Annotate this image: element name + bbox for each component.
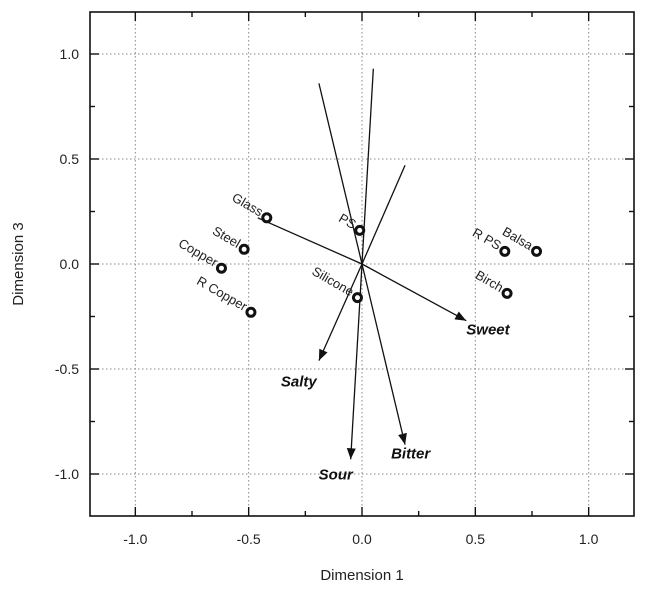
y-tick-label: 0.0 — [60, 256, 80, 272]
vector-arrowhead — [398, 432, 407, 445]
vector-arrowhead — [318, 348, 328, 361]
vector-sweet — [361, 263, 467, 322]
x-tick-label: 0.0 — [352, 531, 372, 547]
vector-label-salty: Salty — [281, 374, 318, 391]
point-steel — [238, 243, 250, 255]
x-tick-label: -0.5 — [237, 531, 261, 547]
point-label: Birch — [473, 267, 506, 295]
vector-unlabeled — [361, 165, 406, 265]
point-label: R Copper — [194, 273, 250, 314]
vector-arrowhead — [454, 311, 467, 321]
vector-label-bitter: Bitter — [391, 446, 431, 463]
point-label: Steel — [210, 223, 243, 251]
sample-points — [215, 212, 543, 318]
vector-bitter — [361, 263, 406, 445]
point-label: Glass — [230, 190, 267, 220]
vector-salty — [318, 263, 363, 361]
point-glass — [261, 212, 273, 224]
point-label: Silicone — [310, 263, 357, 299]
vector-label-sweet: Sweet — [466, 322, 510, 339]
x-axis-title: Dimension 1 — [320, 567, 403, 584]
x-tick-label: 1.0 — [579, 531, 599, 547]
point-label: Copper — [176, 235, 221, 270]
vector-unlabeled — [361, 68, 374, 265]
attribute-vectors: Sweet Salty Sour Bitter — [257, 68, 511, 483]
vector-unlabeled — [257, 217, 363, 265]
y-tick-label: 1.0 — [60, 46, 80, 62]
point-copper — [215, 262, 227, 274]
y-tick-label: -1.0 — [55, 466, 79, 482]
x-tick-label: 0.5 — [466, 531, 486, 547]
y-tick-label: 0.5 — [60, 151, 80, 167]
x-tick-label: -1.0 — [123, 531, 147, 547]
point-birch — [501, 287, 513, 299]
vector-unlabeled — [318, 83, 363, 265]
point-ps — [354, 224, 366, 236]
y-tick-label: -0.5 — [55, 361, 79, 377]
point-silicone — [351, 292, 363, 304]
y-axis-title: Dimension 3 — [10, 222, 27, 305]
point-r-ps — [499, 245, 511, 257]
vector-arrowhead — [346, 448, 356, 460]
axis-ticks: -1.0 -0.5 0.0 0.5 1.0 -1.0 -0.5 0.0 0.5 1.0 — [55, 12, 634, 547]
point-balsa — [531, 245, 543, 257]
point-r-copper — [245, 306, 257, 318]
vector-label-sour: Sour — [319, 466, 354, 483]
